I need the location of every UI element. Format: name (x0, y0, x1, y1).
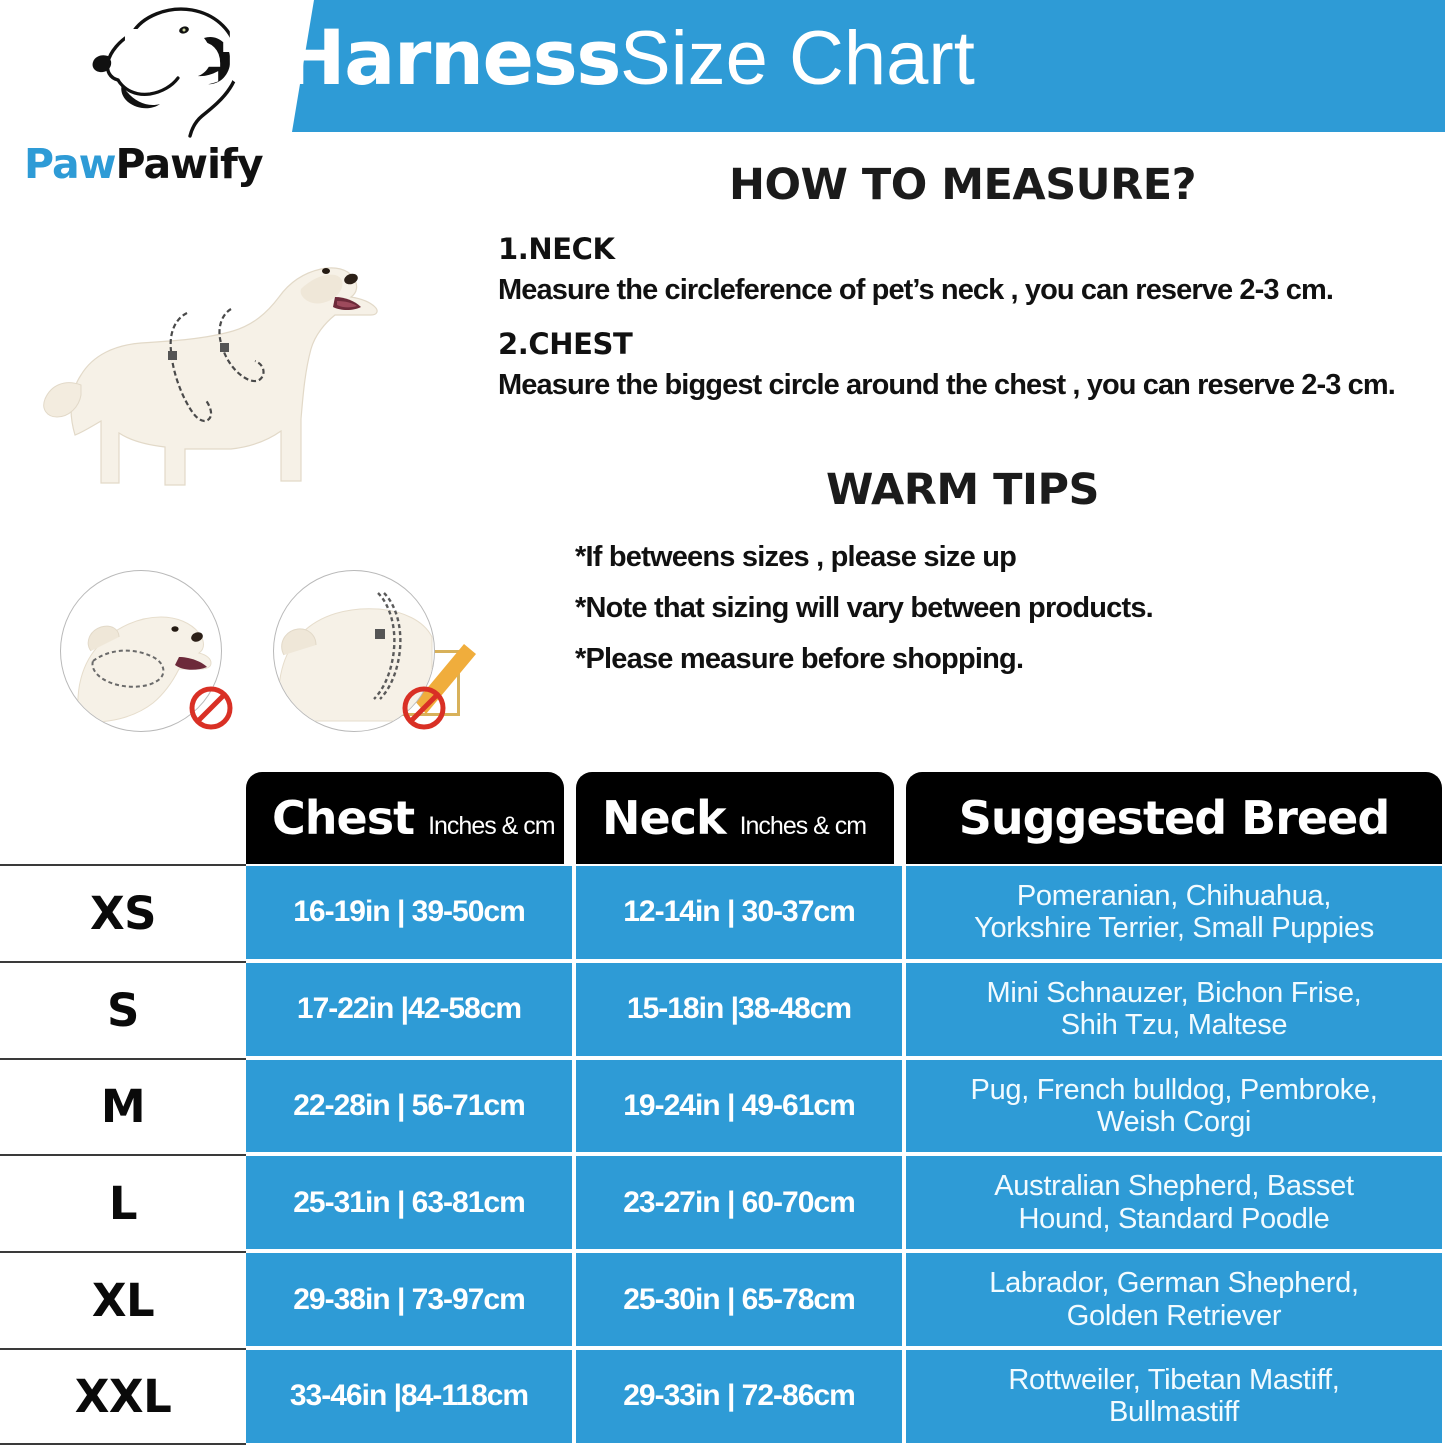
measure-step-2-label: 2.CHEST (498, 327, 633, 361)
neck-value: 25-30in | 65-78cm (623, 1282, 856, 1316)
page-header: PawPawify Pet HarnessSize Chart (0, 0, 1445, 185)
cell-neck: 15-18in |38-48cm (576, 962, 902, 1056)
size-table: Chest Inches & cm Neck Inches & cm Sugge… (0, 768, 1445, 1445)
neck-value: 19-24in | 49-61cm (623, 1088, 856, 1122)
neck-value: 15-18in |38-48cm (626, 992, 852, 1026)
breed-value: Mini Schnauzer, Bichon Frise, Shih Tzu, M… (986, 976, 1362, 1042)
cell-chest: 16-19in | 39-50cm (246, 866, 572, 959)
cell-chest: 17-22in |42-58cm (246, 962, 572, 1056)
incorrect-examples (45, 565, 465, 745)
illustration-column (0, 210, 480, 750)
brand-name-part2: Pawify (115, 140, 264, 188)
chest-value: 25-31in | 63-81cm (293, 1185, 526, 1219)
table-row: L 25-31in | 63-81cm 23-27in | 60-70cm Au… (0, 1154, 1445, 1252)
cell-breed: Labrador, German Shepherd, Golden Retriev… (906, 1253, 1442, 1346)
neck-value: 12-14in | 30-37cm (623, 895, 856, 929)
size-label: L (108, 1177, 138, 1231)
cell-chest: 33-46in |84-118cm (246, 1349, 572, 1443)
cell-size: XS (0, 864, 246, 961)
column-header-breed-label: Suggested Breed (958, 791, 1391, 845)
breed-value: Pug, French bulldog, Pembroke, Weish Corg… (970, 1073, 1378, 1138)
cell-neck: 29-33in | 72-86cm (576, 1349, 902, 1443)
breed-value: Australian Shepherd, Basset Hound, Standa… (994, 1170, 1354, 1235)
column-header-neck-label: Neck (602, 791, 727, 845)
cell-breed: Mini Schnauzer, Bichon Frise, Shih Tzu, M… (906, 962, 1442, 1056)
incorrect-example-1 (60, 570, 222, 732)
size-label: S (107, 983, 139, 1037)
warm-tip-1: *If betweens sizes , please size up (575, 541, 1017, 573)
how-to-measure-heading: HOW TO MEASURE? (728, 160, 1197, 210)
cell-size: L (0, 1154, 246, 1252)
dog-neck-loose-tape-photo (77, 616, 212, 723)
chest-value: 16-19in | 39-50cm (293, 895, 526, 929)
chest-value: 17-22in |42-58cm (296, 992, 522, 1026)
cell-size: S (0, 960, 246, 1058)
column-header-chest-units: Inches & cm (428, 812, 556, 840)
title-banner (292, 0, 1445, 132)
cell-size: XXL (0, 1347, 246, 1445)
column-header-chest: Chest Inches & cm (246, 772, 564, 864)
size-label: M (100, 1080, 146, 1134)
breed-value: Rottweiler, Tibetan Mastiff, Bullmastiff (1008, 1363, 1340, 1429)
column-header-breed: Suggested Breed (906, 772, 1442, 864)
brand-logo: PawPawify (10, 4, 310, 194)
column-header-neck: Neck Inches & cm (576, 772, 894, 864)
measure-step-2-text: Measure the biggest circle around the ch… (498, 369, 1396, 401)
warm-tip-2: *Note that sizing will vary between prod… (575, 592, 1154, 624)
how-to-measure-section: HOW TO MEASURE? 1.NECK Measure the circl… (480, 160, 1445, 422)
cell-neck: 23-27in | 60-70cm (576, 1156, 902, 1250)
cell-chest: 22-28in | 56-71cm (246, 1059, 572, 1153)
column-header-neck-units: Inches & cm (739, 812, 868, 840)
cell-size: XL (0, 1251, 246, 1348)
warm-tip-3: *Please measure before shopping. (575, 643, 1024, 675)
neck-value: 23-27in | 60-70cm (623, 1185, 856, 1219)
size-label: XS (89, 886, 157, 940)
cell-size: M (0, 1057, 246, 1155)
table-row: XL 29-38in | 73-97cm 25-30in | 65-78cm L… (0, 1251, 1445, 1348)
table-row: XXL 33-46in |84-118cm 29-33in | 72-86cm … (0, 1347, 1445, 1445)
red-prohibition-icon (402, 686, 446, 730)
table-row: S 17-22in |42-58cm 15-18in |38-48cm Mini… (0, 960, 1445, 1058)
chest-value: 29-38in | 73-97cm (293, 1282, 526, 1316)
chest-value: 22-28in | 56-71cm (293, 1088, 526, 1122)
cell-breed: Rottweiler, Tibetan Mastiff, Bullmastiff (906, 1349, 1442, 1443)
table-row: XS 16-19in | 39-50cm 12-14in | 30-37cm P… (0, 864, 1445, 961)
cell-breed: Pug, French bulldog, Pembroke, Weish Corg… (906, 1059, 1442, 1153)
column-header-chest-label: Chest (272, 791, 415, 845)
incorrect-example-2 (273, 570, 435, 732)
page-title-light: Size Chart (620, 16, 975, 101)
dog-neck-tight-tape-photo (278, 592, 433, 722)
warm-tips-heading: WARM TIPS (826, 465, 1099, 515)
neck-value: 29-33in | 72-86cm (623, 1379, 856, 1413)
chest-value: 33-46in |84-118cm (289, 1379, 529, 1413)
cell-breed: Pomeranian, Chihuahua, Yorkshire Terrier,… (906, 866, 1442, 959)
cell-neck: 25-30in | 65-78cm (576, 1253, 902, 1346)
page-title-bold: Pet Harness (118, 13, 622, 102)
breed-value: Pomeranian, Chihuahua, Yorkshire Terrier,… (974, 879, 1374, 945)
brand-name-part1: Paw (24, 140, 116, 188)
measure-step-1-text: Measure the circleference of pet’s neck … (498, 274, 1334, 306)
cell-neck: 19-24in | 49-61cm (576, 1059, 902, 1153)
cell-chest: 25-31in | 63-81cm (246, 1156, 572, 1250)
warm-tips-section: WARM TIPS *If betweens sizes , please si… (480, 465, 1445, 694)
size-table-header-row: Chest Inches & cm Neck Inches & cm Sugge… (0, 768, 1445, 864)
cell-breed: Australian Shepherd, Basset Hound, Standa… (906, 1156, 1442, 1250)
breed-value: Labrador, German Shepherd, Golden Retriev… (989, 1267, 1359, 1332)
dog-head-icon (92, 7, 240, 138)
brand-name: PawPawify (24, 144, 294, 185)
cell-neck: 12-14in | 30-37cm (576, 866, 902, 959)
size-table-body: XS 16-19in | 39-50cm 12-14in | 30-37cm P… (0, 864, 1445, 1445)
table-row: M 22-28in | 56-71cm 19-24in | 49-61cm Pu… (0, 1057, 1445, 1155)
measure-step-1-label: 1.NECK (498, 232, 615, 266)
page-title: Pet HarnessSize Chart (118, 20, 975, 97)
size-label: XXL (74, 1369, 172, 1423)
size-label: XL (91, 1274, 155, 1328)
dog-with-measuring-tape-photo (43, 267, 378, 486)
red-prohibition-icon (189, 686, 233, 730)
cell-chest: 29-38in | 73-97cm (246, 1253, 572, 1346)
